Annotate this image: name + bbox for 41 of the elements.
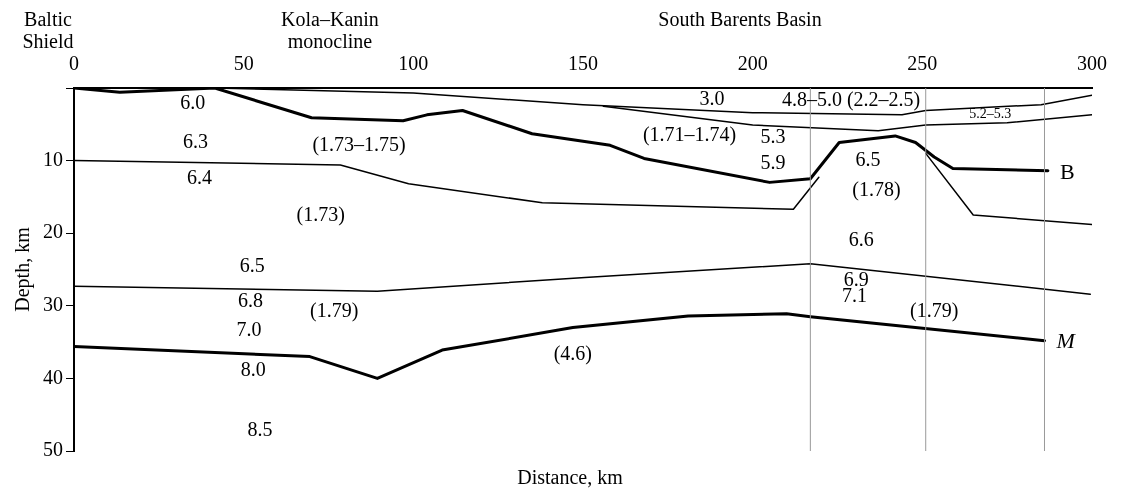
annotation: 5.2–5.3 [969,105,1012,121]
text: South Barents Basin [657,8,823,30]
annotation: 6.5 [239,253,265,276]
x-axis-title: Distance, km [516,466,624,489]
y-tick-label: 10 [43,147,63,170]
annotation: 6.3 [182,129,208,152]
annotation: (1.79) [910,298,959,322]
annotation: (1.73–1.75) [312,133,406,157]
annotation: 3.0 [699,86,725,109]
annotation: (1.79) [310,298,359,322]
annotation: 5.9 [760,150,786,173]
y-tick-label: 20 [43,220,63,243]
annotation: 8.0 [240,358,266,381]
x-tick-label: 300 [1077,52,1107,75]
annotation: 8.5 [247,417,273,440]
annotation: 6.8 [237,289,263,312]
series-label: M [1055,328,1077,354]
annotation: 6.6 [848,227,874,250]
annotation: 5.3 [760,124,786,147]
annotation: 7.0 [236,317,262,340]
annotation: (1.78) [852,177,901,201]
text: Baltic Shield [21,8,75,52]
x-tick-label: 0 [69,52,79,75]
annotation: 6.0 [180,91,206,114]
annotation: 6.4 [187,166,213,188]
x-tick-label: 200 [737,52,768,75]
x-tick-label: 250 [907,52,938,75]
x-tick-label: 150 [568,52,598,75]
y-tick-label: 40 [43,365,63,388]
annotation: (1.73) [296,203,345,227]
text: Kola–Kanin monocline [280,8,380,52]
annotation: 6.5 [855,147,881,170]
annotation: (1.71–1.74) [642,123,737,147]
y-tick-label: 30 [43,293,63,316]
annotation: 4.8–5.0 (2.2–2.5) [781,88,921,112]
x-tick-label: 100 [398,52,429,75]
x-tick-label: 50 [233,52,254,75]
y-axis-title: Depth, km [11,226,35,312]
y-tick-label: 50 [43,438,63,461]
annotation: (4.6) [553,341,592,365]
series-label: B [1059,158,1075,184]
